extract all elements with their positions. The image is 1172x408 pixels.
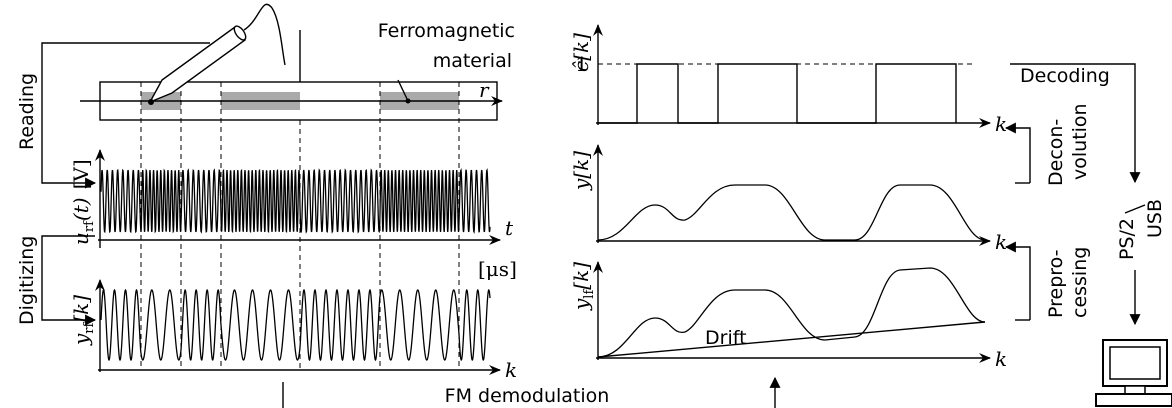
arg: [k] bbox=[569, 33, 593, 61]
reading-arrow bbox=[41, 42, 210, 189]
y-axis-label: ĉ[k] bbox=[569, 33, 593, 72]
step-label: Prepro- bbox=[1045, 250, 1067, 319]
sub: rf bbox=[82, 321, 97, 333]
arg: [k] bbox=[569, 262, 593, 290]
stage-label: Reading bbox=[16, 73, 38, 150]
sub: rf bbox=[82, 220, 97, 232]
preprocessing-arrow bbox=[1004, 241, 1031, 320]
arg: [k] bbox=[69, 295, 93, 323]
tape bbox=[80, 30, 503, 121]
waveform bbox=[100, 288, 491, 362]
interface-label: PS/2 bbox=[1116, 218, 1138, 260]
annotation: Drift bbox=[705, 327, 747, 349]
arg: [k] bbox=[569, 151, 593, 179]
axis-label: r bbox=[479, 78, 490, 102]
x-axis-label: k bbox=[505, 358, 517, 382]
material-label: material bbox=[433, 50, 512, 72]
sym: y bbox=[569, 298, 593, 311]
level-label: 1 bbox=[575, 52, 588, 76]
digitizing-arrow bbox=[41, 235, 97, 326]
sym: u bbox=[69, 232, 93, 245]
computer-icon bbox=[1095, 339, 1172, 407]
x-axis-label: k bbox=[995, 112, 1007, 136]
deconvolution-arrow bbox=[1004, 122, 1031, 183]
step-label: cessing bbox=[1069, 247, 1091, 318]
unit: [V] bbox=[69, 159, 93, 189]
x-axis-label: t bbox=[505, 216, 514, 240]
y-axis-label: y[k] bbox=[569, 151, 593, 191]
pen bbox=[148, 3, 286, 105]
arg: (t) bbox=[69, 197, 93, 221]
sym: y bbox=[569, 178, 593, 191]
x-axis-label: k bbox=[995, 347, 1007, 371]
stage-label: Digitizing bbox=[16, 236, 38, 325]
material-label: Ferromagnetic bbox=[378, 20, 515, 42]
step-label: Decon- bbox=[1045, 119, 1067, 186]
interface-label: USB bbox=[1144, 199, 1166, 238]
decoding-arrow bbox=[1010, 63, 1141, 184]
x-axis-label: k bbox=[995, 230, 1007, 254]
binary-signal bbox=[598, 63, 957, 124]
separator bbox=[1124, 204, 1146, 214]
step-label: Decoding bbox=[1020, 65, 1110, 87]
y-axis-label: urf(t) [V] bbox=[69, 159, 97, 245]
step-label: FM demodulation bbox=[445, 385, 610, 407]
curve bbox=[597, 267, 986, 358]
step-label: volution bbox=[1069, 103, 1091, 180]
sub: lf bbox=[582, 289, 597, 299]
y-axis-label: ylf[k] bbox=[569, 262, 597, 311]
y-axis-label: yrf[k] bbox=[69, 295, 97, 346]
sym: y bbox=[69, 333, 93, 346]
waveform bbox=[100, 167, 491, 235]
x-axis-unit: [μs] bbox=[478, 257, 517, 281]
drift-line bbox=[597, 321, 986, 358]
curve bbox=[597, 184, 986, 241]
sym: ĉ bbox=[569, 61, 593, 72]
